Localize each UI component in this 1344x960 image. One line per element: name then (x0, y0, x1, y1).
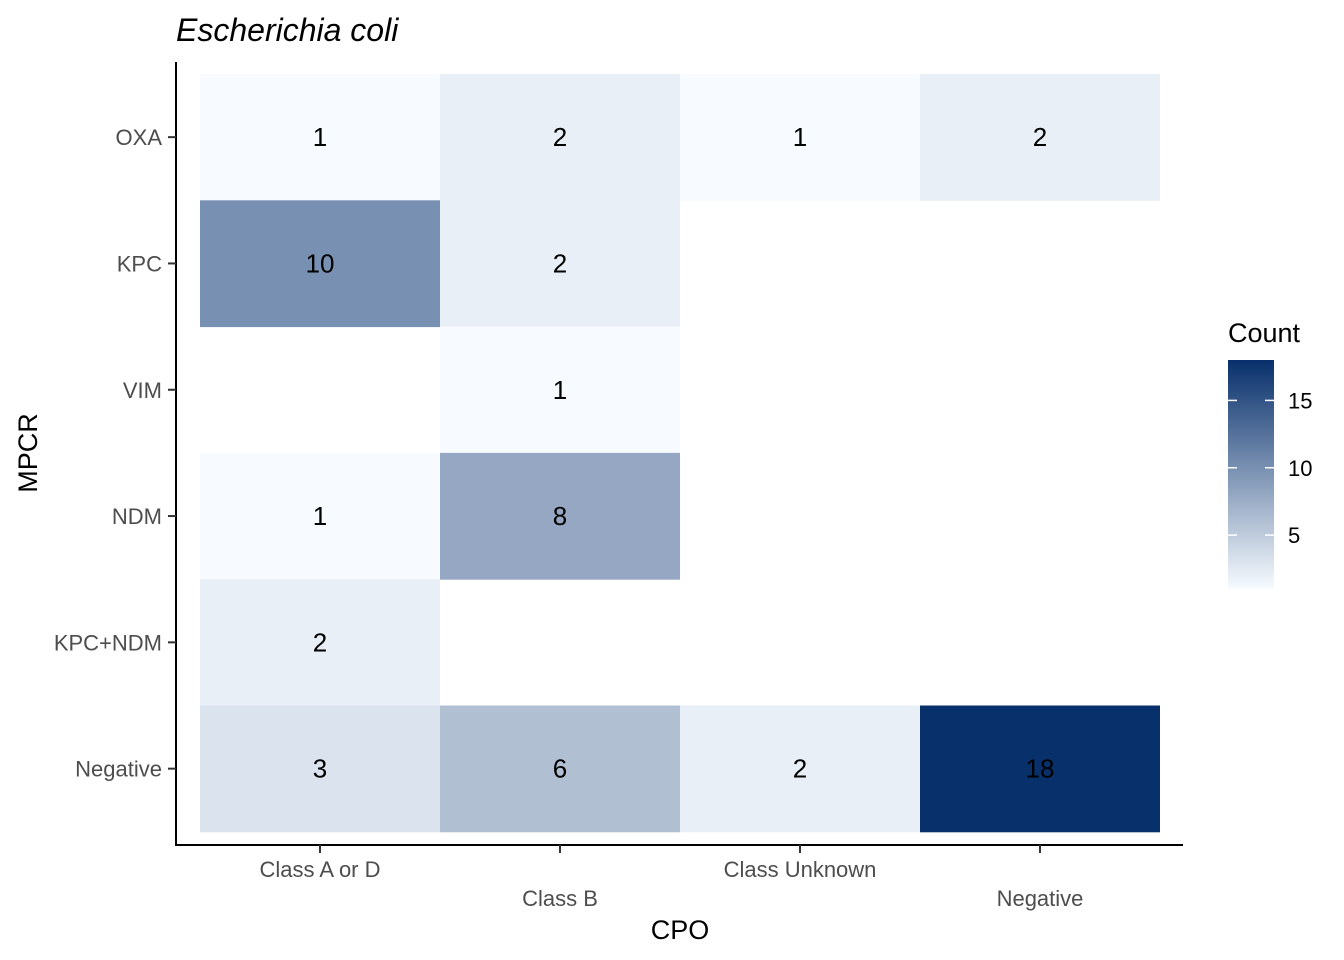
x-tick-label-class-b: Class B (522, 886, 598, 911)
heatmap-cell-kpc-class-b (440, 200, 680, 328)
x-tick-label-negative: Negative (997, 886, 1084, 911)
cell-value-vim-class-b: 1 (553, 375, 567, 405)
cell-value-oxa-class-a-or-d: 1 (313, 122, 327, 152)
heatmap-cell-negative-class-unknown (680, 705, 920, 833)
x-axis-ticks: Class A or D Class B Class Unknown Negative (259, 845, 1083, 911)
legend-colorbar (1228, 360, 1274, 589)
cell-value-kpc-ndm-class-a-or-d: 2 (313, 627, 327, 657)
y-tick-label-negative: Negative (75, 757, 162, 782)
legend-tick-label-10: 10 (1288, 456, 1312, 481)
cell-value-ndm-class-a-or-d: 1 (313, 501, 327, 531)
y-tick-label-oxa: OXA (116, 125, 163, 150)
cell-value-ndm-class-b: 8 (553, 501, 567, 531)
legend: Count 5 10 15 (1228, 318, 1312, 589)
y-tick-label-kpc: KPC (117, 251, 162, 276)
heatmap-cell-negative-class-a-or-d (200, 705, 440, 833)
heatmap-cell-vim-class-b (440, 326, 680, 454)
heatmap-cell-negative-class-b (440, 705, 680, 833)
legend-ticks: 5 10 15 (1228, 388, 1312, 548)
heatmap-cell-negative-negative (920, 705, 1160, 833)
cell-value-oxa-class-b: 2 (553, 122, 567, 152)
x-tick-label-class-a-or-d: Class A or D (259, 857, 380, 882)
heatmap-cell-kpc-ndm-class-a-or-d (200, 579, 440, 706)
legend-tick-label-5: 5 (1288, 523, 1300, 548)
heatmap-cells (200, 74, 1160, 833)
legend-title: Count (1228, 318, 1301, 348)
cell-value-negative-class-unknown: 2 (793, 754, 807, 784)
cell-value-oxa-negative: 2 (1033, 122, 1047, 152)
cell-value-negative-negative: 18 (1026, 754, 1055, 784)
y-tick-label-vim: VIM (123, 378, 162, 403)
y-tick-label-ndm: NDM (112, 504, 162, 529)
legend-tick-label-15: 15 (1288, 388, 1312, 413)
heatmap-cell-kpc-class-a-or-d (200, 200, 440, 328)
y-axis-ticks: OXA KPC VIM NDM KPC+NDM Negative (54, 125, 176, 782)
heatmap-cell-oxa-class-a-or-d (200, 74, 440, 201)
x-axis-title: CPO (651, 915, 710, 945)
heatmap-cell-oxa-class-b (440, 74, 680, 201)
y-axis-title: MPCR (13, 413, 43, 493)
cell-value-oxa-class-unknown: 1 (793, 122, 807, 152)
cell-value-negative-class-a-or-d: 3 (313, 754, 327, 784)
heatmap-cell-ndm-class-a-or-d (200, 452, 440, 580)
cell-value-kpc-class-a-or-d: 10 (306, 248, 335, 278)
chart-title: Escherichia coli (176, 12, 399, 48)
cell-value-kpc-class-b: 2 (553, 248, 567, 278)
heatmap-cell-oxa-negative (920, 74, 1160, 201)
heatmap-cell-oxa-class-unknown (680, 74, 920, 201)
heatmap-cell-labels: 1 2 1 210 211 823 6 2 18 (306, 122, 1055, 784)
cell-value-negative-class-b: 6 (553, 754, 567, 784)
y-tick-label-kpc-ndm: KPC+NDM (54, 630, 162, 655)
heatmap-cell-ndm-class-b (440, 452, 680, 580)
x-tick-label-class-unknown: Class Unknown (724, 857, 877, 882)
